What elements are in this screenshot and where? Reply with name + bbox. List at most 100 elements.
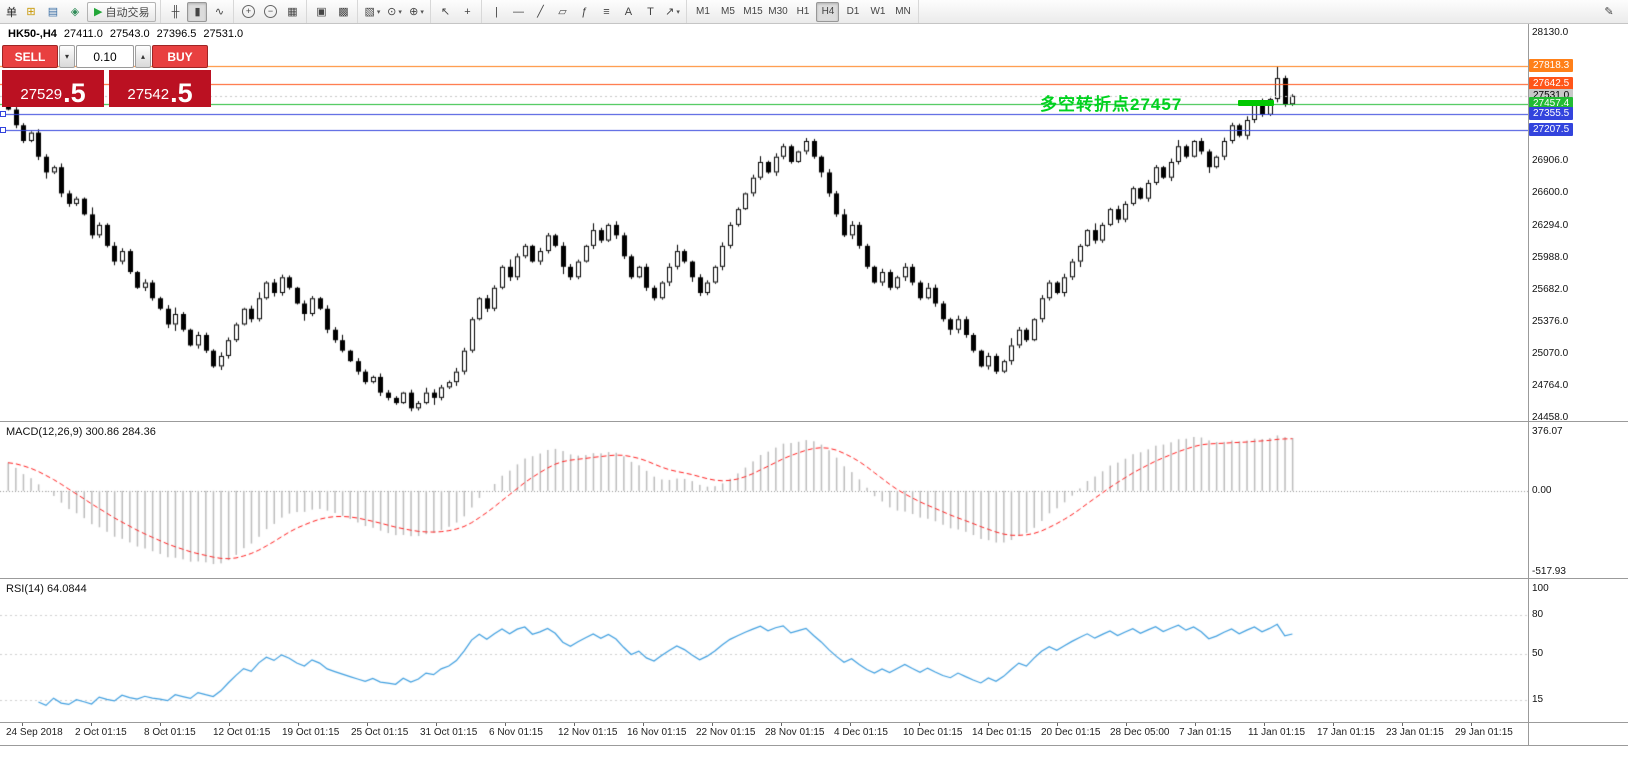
time-label: 14 Dec 01:15 — [972, 727, 1032, 738]
bid-main-digits: 27529 — [20, 86, 63, 103]
pane-splitter[interactable] — [0, 421, 1628, 422]
bar-chart-icon[interactable]: ╫ — [171, 5, 180, 18]
autotrading-button[interactable]: ▶ 自动交易 — [87, 1, 157, 22]
time-label: 22 Nov 01:15 — [696, 727, 756, 738]
timeframe-d1[interactable]: D1 — [846, 6, 860, 17]
macd-axis-label: -517.93 — [1532, 566, 1566, 577]
rsi-indicator-label: RSI(14) 64.0844 — [6, 583, 87, 595]
time-label: 20 Dec 01:15 — [1041, 727, 1101, 738]
time-label: 16 Nov 01:15 — [627, 727, 687, 738]
zoom-in-icon[interactable]: + — [238, 2, 258, 22]
pane-splitter[interactable] — [0, 578, 1628, 579]
timeframe-mn[interactable]: MN — [895, 6, 911, 17]
volume-input[interactable] — [76, 45, 134, 68]
time-label: 7 Jan 01:15 — [1179, 727, 1232, 738]
macd-axis-label: 376.07 — [1532, 426, 1563, 437]
price-axis-label: 26600.0 — [1532, 187, 1569, 199]
time-label: 28 Nov 01:15 — [765, 727, 825, 738]
fibonacci-icon[interactable]: ƒ — [581, 5, 588, 18]
price-axis-label: 25070.0 — [1532, 347, 1569, 359]
chart-grid-icon[interactable]: ▦ — [287, 6, 298, 18]
time-label: 31 Oct 01:15 — [420, 727, 478, 738]
timeframe-m30[interactable]: M30 — [768, 6, 788, 17]
candlestick-chart-icon[interactable]: ▮ — [187, 1, 208, 22]
timeframe-h4[interactable]: H4 — [816, 1, 840, 22]
horizontal-line-icon[interactable]: — — [512, 5, 524, 18]
rsi-canvas[interactable] — [0, 579, 1528, 722]
time-label: 24 Sep 2018 — [6, 727, 63, 738]
time-label: 23 Jan 01:15 — [1386, 727, 1444, 738]
chart-title: HK50-,H4 27411.0 27543.0 27396.5 27531.0 — [8, 28, 250, 40]
rsi-axis-label: 100 — [1532, 583, 1549, 594]
price-tag: 27355.5 — [1529, 107, 1574, 121]
timeframe-m15[interactable]: M15 — [743, 6, 763, 17]
equidistant-channel-icon[interactable]: ▱ — [558, 6, 567, 18]
time-label: 29 Jan 01:15 — [1455, 727, 1513, 738]
ask-big-digit: .5 — [170, 78, 193, 109]
time-label: 12 Oct 01:15 — [213, 727, 271, 738]
time-label: 19 Oct 01:15 — [282, 727, 340, 738]
price-axis-label: 25682.0 — [1532, 283, 1569, 295]
vertical-line-icon[interactable]: | — [495, 5, 498, 18]
time-label: 8 Oct 01:15 — [144, 727, 196, 738]
volume-decrease-button[interactable]: ▾ — [59, 45, 75, 68]
pivot-highlight-segment[interactable] — [1238, 100, 1274, 106]
market-watch-icon[interactable]: ⊞ — [26, 6, 36, 18]
price-axis-label: 24764.0 — [1532, 379, 1569, 391]
volume-increase-button[interactable]: ▴ — [135, 45, 151, 68]
toolbar: 单 ⊞ ▤ ◈ ▶ 自动交易 ╫ ▮ ∿ + − ▦ ▣ ▩ ▧ ▾ ⊙ ▾ ⊕ ▾ ↖ + | — ╱ ▱ ƒ ≡ A T ↗ ▾ M1 M5 M… — [0, 0, 1628, 24]
timeframe-w1[interactable]: W1 — [870, 6, 886, 17]
trendline-icon[interactable]: ╱ — [537, 6, 544, 18]
edit-icon[interactable]: ✎ — [1604, 6, 1614, 18]
timeframe-m5[interactable]: M5 — [721, 6, 735, 17]
time-label: 25 Oct 01:15 — [351, 727, 409, 738]
macd-indicator-label: MACD(12,26,9) 300.86 284.36 — [6, 426, 156, 438]
data-window-icon[interactable]: ▤ — [47, 6, 59, 18]
arrows-dropdown[interactable]: ↗ ▾ — [665, 6, 680, 18]
tile-windows-icon[interactable]: ▣ — [316, 6, 327, 18]
time-label: 17 Jan 01:15 — [1317, 727, 1375, 738]
crosshair-icon[interactable]: + — [464, 5, 471, 18]
price-tag: 27207.5 — [1529, 122, 1574, 136]
rsi-axis-label: 80 — [1532, 609, 1544, 620]
ask-price-display[interactable]: 27542 .5 — [109, 70, 211, 107]
macd-axis-label: 0.00 — [1532, 484, 1552, 496]
shapes-icon[interactable]: ≡ — [603, 5, 610, 18]
rsi-axis-label: 50 — [1532, 648, 1544, 659]
indicators-dropdown[interactable]: ⊕ ▾ — [409, 6, 424, 18]
bid-price-display[interactable]: 27529 .5 — [2, 70, 104, 107]
line-chart-icon[interactable]: ∿ — [214, 6, 225, 18]
navigator-icon[interactable]: ◈ — [70, 6, 80, 18]
price-axis-label: 25988.0 — [1532, 251, 1569, 263]
price-axis-label: 25376.0 — [1532, 315, 1569, 327]
price-axis-label: 28130.0 — [1532, 27, 1569, 38]
ohlc-open: 27411.0 — [63, 28, 103, 40]
price-axis-label: 26906.0 — [1532, 155, 1569, 167]
new-chart-dropdown[interactable]: ▧ ▾ — [364, 6, 381, 18]
ohlc-high: 27543.0 — [109, 28, 150, 40]
ask-main-digits: 27542 — [127, 86, 170, 103]
price-tag: 27818.3 — [1529, 58, 1574, 72]
buy-button[interactable]: BUY — [152, 45, 208, 68]
new-order-label: 单 — [6, 6, 17, 19]
text-icon[interactable]: A — [624, 5, 633, 18]
macd-canvas[interactable] — [0, 422, 1528, 578]
zoom-out-icon[interactable]: − — [260, 2, 280, 22]
price-axis-label: 26294.0 — [1532, 219, 1569, 231]
cursor-icon[interactable]: ↖ — [440, 6, 451, 18]
price-tag: 27531.0 — [1529, 88, 1574, 102]
axis-separator — [1528, 24, 1529, 745]
ohlc-close: 27531.0 — [203, 28, 244, 40]
timeframe-h1[interactable]: H1 — [796, 6, 810, 17]
profiles-dropdown[interactable]: ⊙ ▾ — [387, 6, 402, 18]
price-chart-canvas[interactable] — [0, 24, 1528, 421]
time-label: 11 Jan 01:15 — [1248, 727, 1306, 738]
cascade-windows-icon[interactable]: ▩ — [338, 6, 349, 18]
time-label: 4 Dec 01:15 — [834, 727, 888, 738]
time-label: 12 Nov 01:15 — [558, 727, 618, 738]
text-label-icon[interactable]: T — [647, 5, 654, 18]
sell-button[interactable]: SELL — [2, 45, 58, 68]
time-label: 6 Nov 01:15 — [489, 727, 543, 738]
timeframe-m1[interactable]: M1 — [696, 6, 710, 17]
